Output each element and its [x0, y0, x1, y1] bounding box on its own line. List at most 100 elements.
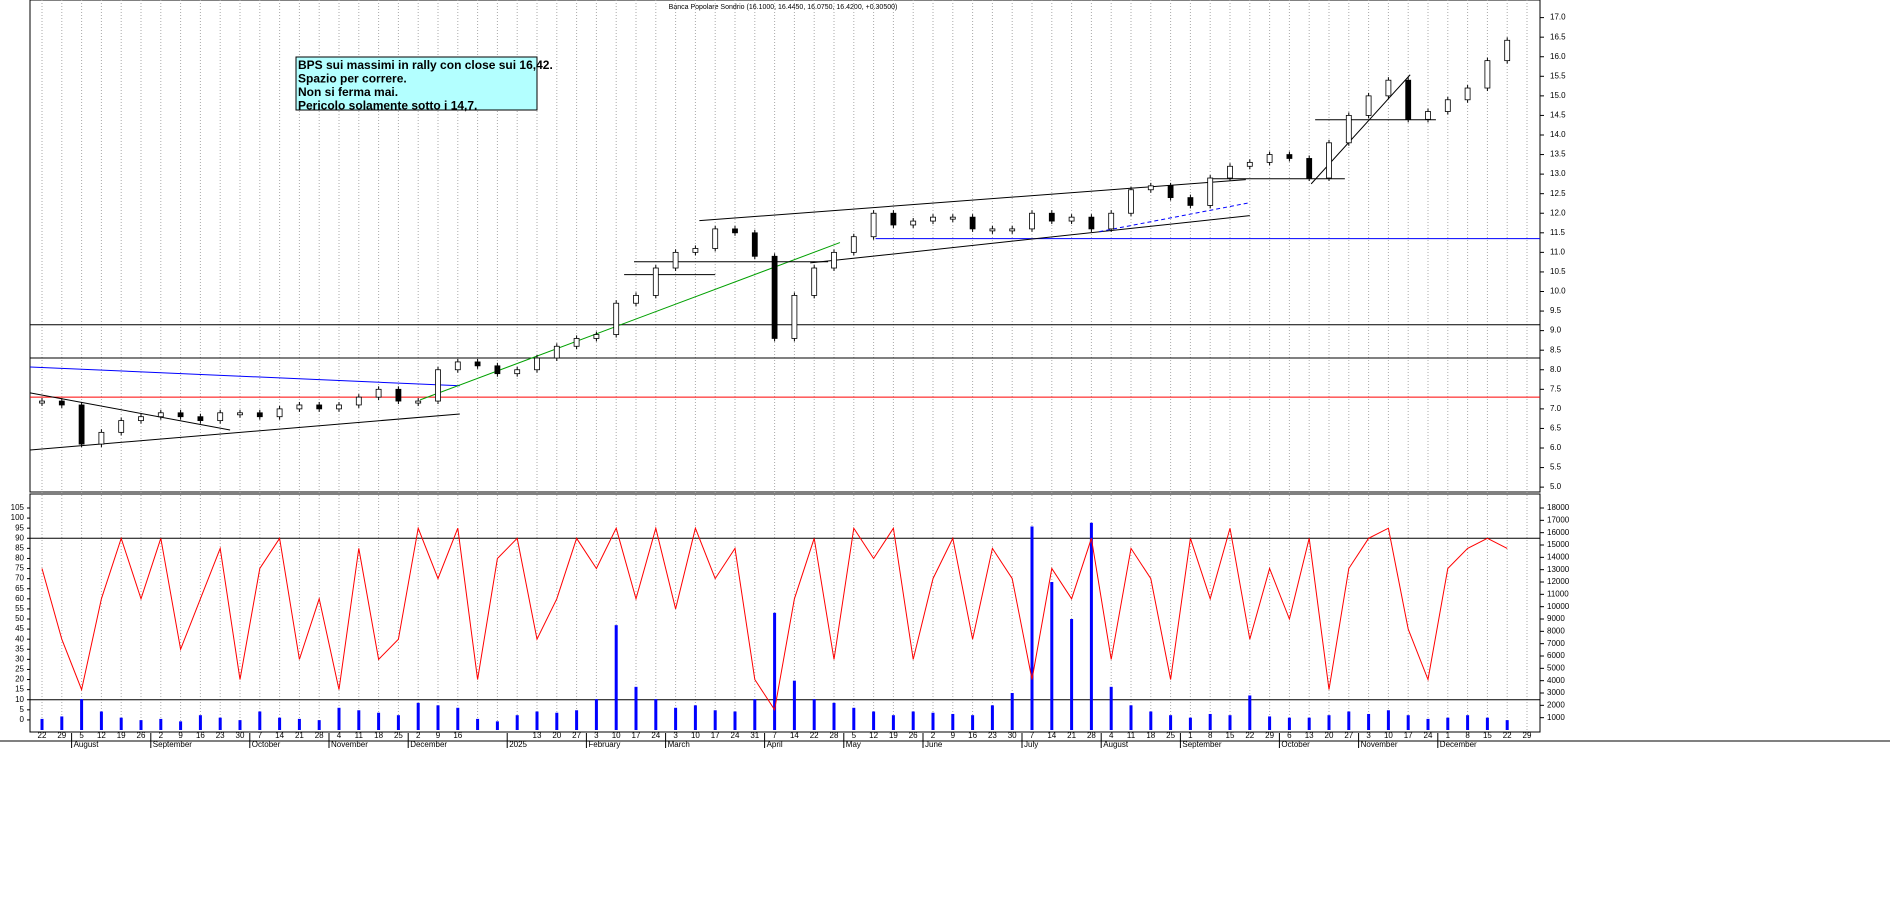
volume-bar — [614, 625, 618, 730]
y-tick-label: 25 — [15, 665, 24, 674]
x-tick-label: 12 — [869, 731, 878, 740]
candle — [969, 216, 976, 230]
volume-bar — [515, 715, 519, 730]
y2-tick-label: 8000 — [1547, 626, 1565, 635]
candle — [1266, 154, 1273, 163]
y-tick-label: 65 — [15, 584, 24, 593]
candle — [732, 228, 738, 234]
price-panel — [29, 0, 1541, 493]
oscillator-line — [41, 526, 1508, 712]
volume-bar — [1287, 717, 1291, 730]
candle — [177, 412, 184, 418]
volume-bar — [317, 720, 321, 730]
volume-bar — [872, 711, 876, 730]
candle — [1425, 111, 1431, 120]
volume-bar — [159, 718, 163, 730]
volume-bar — [971, 715, 975, 730]
y-tick-label: 85 — [15, 543, 24, 552]
volume-bar — [396, 715, 400, 730]
candle — [256, 412, 263, 418]
y-tick-label: 70 — [15, 574, 24, 583]
candle — [850, 236, 857, 253]
candle — [1405, 79, 1412, 120]
x-tick-label: 22 — [1503, 731, 1512, 740]
volume-bar — [911, 711, 915, 730]
x-tick-label: 17 — [711, 731, 720, 740]
candle — [1326, 142, 1332, 179]
y2-tick-label: 2000 — [1547, 700, 1565, 709]
x-tick-label: 31 — [750, 731, 759, 740]
y-tick-label: 7.5 — [1550, 384, 1562, 393]
y-tick-label: 100 — [11, 513, 25, 522]
volume-bar — [812, 699, 816, 730]
candle — [1207, 177, 1214, 206]
candle — [930, 216, 936, 222]
y2-tick-label: 6000 — [1547, 651, 1565, 660]
x-tick-label: 17 — [1404, 731, 1413, 740]
x-tick-label: 3 — [1366, 731, 1371, 740]
x-tick-label: 29 — [1265, 731, 1274, 740]
x-tick-label: 28 — [315, 731, 324, 740]
trendline — [420, 242, 841, 401]
x-tick-label: 18 — [1146, 731, 1155, 740]
y-tick-label: 10 — [15, 695, 24, 704]
month-label: November — [331, 740, 368, 749]
volume-bar — [139, 720, 143, 730]
candle — [1365, 95, 1372, 116]
x-tick-label: 19 — [889, 731, 898, 740]
y2-tick-label: 1000 — [1547, 713, 1565, 722]
y2-tick-label: 11000 — [1547, 589, 1569, 598]
x-tick-label: 30 — [1008, 731, 1017, 740]
candle — [39, 400, 45, 404]
volume-bar — [40, 718, 44, 730]
trendline — [1099, 202, 1250, 233]
x-tick-label: 26 — [909, 731, 918, 740]
x-tick-label: 2 — [931, 731, 936, 740]
candle — [890, 212, 897, 226]
candle — [1068, 216, 1075, 222]
candle — [1246, 161, 1253, 167]
volume-bar — [119, 717, 123, 730]
month-label: July — [1024, 740, 1038, 749]
x-tick-label: 16 — [968, 731, 977, 740]
candle — [633, 295, 639, 304]
x-tick-label: 24 — [731, 731, 740, 740]
y-tick-label: 13.5 — [1550, 150, 1566, 159]
month-label: September — [1182, 740, 1221, 749]
candle — [1306, 158, 1313, 179]
x-tick-label: 30 — [236, 731, 245, 740]
x-tick-label: 5 — [79, 731, 84, 740]
volume-bar — [555, 712, 559, 730]
x-tick-label: 16 — [196, 731, 205, 740]
candle — [58, 400, 65, 406]
candle — [1108, 212, 1115, 230]
candle — [1187, 197, 1194, 206]
y-tick-label: 13.0 — [1550, 169, 1566, 178]
month-label: 2025 — [509, 740, 527, 749]
x-tick-label: 29 — [1523, 731, 1532, 740]
volume-bar — [1030, 526, 1034, 730]
candle — [276, 408, 283, 418]
candle — [395, 388, 402, 402]
volume-bar — [416, 702, 420, 730]
volume-bar — [495, 721, 499, 730]
volume-bar — [258, 711, 262, 730]
x-tick-label: 16 — [453, 731, 462, 740]
volume-bar — [99, 711, 103, 730]
volume-bar — [852, 707, 856, 730]
volume-bar — [1446, 717, 1450, 730]
x-tick-label: 8 — [1208, 731, 1213, 740]
candle — [415, 400, 422, 404]
x-tick-label: 14 — [790, 731, 799, 740]
volume-bar — [773, 612, 777, 730]
y-tick-label: 7.0 — [1550, 404, 1562, 413]
x-tick-label: 25 — [1166, 731, 1175, 740]
x-tick-label: 4 — [337, 731, 342, 740]
volume-bar — [80, 699, 84, 730]
y-tick-label: 5 — [20, 705, 25, 714]
x-tick-label: 7 — [258, 731, 263, 740]
y2-tick-label: 3000 — [1547, 688, 1565, 697]
volume-bar — [535, 711, 539, 730]
volume-bar — [179, 721, 183, 730]
